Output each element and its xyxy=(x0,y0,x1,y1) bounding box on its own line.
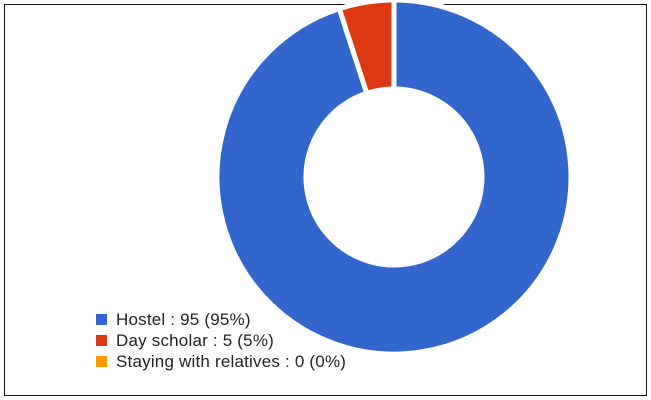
legend-label-hostel: Hostel : 95 (95%) xyxy=(116,309,251,329)
legend-item-hostel[interactable]: Hostel : 95 (95%) xyxy=(96,309,346,330)
legend-item-staying-with-relatives[interactable]: Staying with relatives : 0 (0%) xyxy=(96,351,346,372)
legend-swatch-day-scholar xyxy=(96,335,107,346)
slice-hostel[interactable] xyxy=(214,0,574,357)
legend-swatch-hostel xyxy=(96,314,107,325)
legend-label-staying-with-relatives: Staying with relatives : 0 (0%) xyxy=(116,351,347,371)
legend-label-day-scholar: Day scholar : 5 (5%) xyxy=(116,330,274,350)
legend-swatch-staying-with-relatives xyxy=(96,356,107,367)
legend-item-day-scholar[interactable]: Day scholar : 5 (5%) xyxy=(96,330,346,351)
slice-day-scholar[interactable] xyxy=(336,0,397,97)
chart-legend: Hostel : 95 (95%) Day scholar : 5 (5%) S… xyxy=(96,309,346,372)
